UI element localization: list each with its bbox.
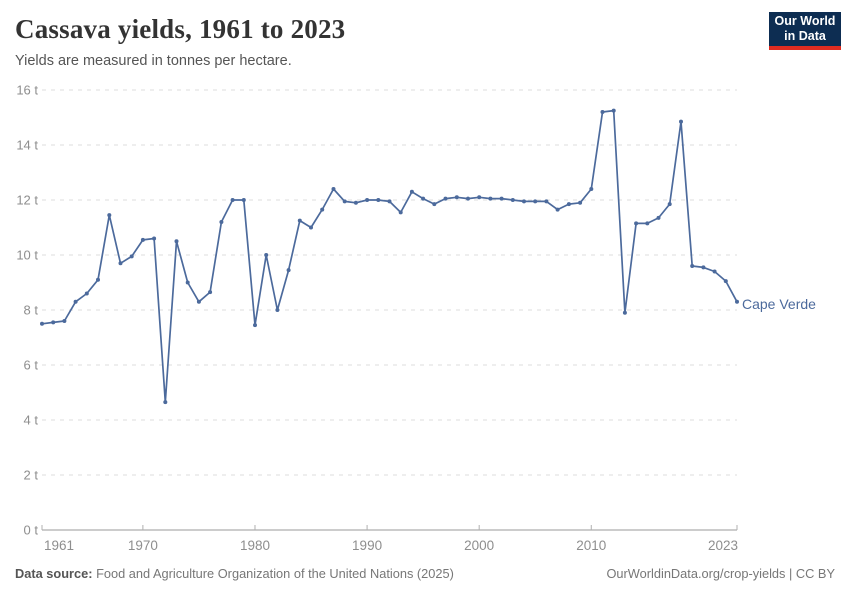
cape-verde-point-1970[interactable] — [140, 237, 145, 242]
cape-verde-point-1969[interactable] — [129, 254, 134, 259]
cape-verde-point-1991[interactable] — [376, 198, 381, 202]
cape-verde-point-1979[interactable] — [241, 198, 246, 202]
y-tick-label-10: 10 t — [16, 248, 38, 263]
cape-verde-point-1998[interactable] — [454, 195, 459, 200]
cape-verde-point-2013[interactable] — [622, 310, 627, 315]
x-tick-label-1990: 1990 — [352, 538, 382, 553]
y-tick-label-12: 12 t — [16, 193, 38, 208]
cape-verde-point-1965[interactable] — [84, 291, 89, 296]
cape-verde-point-2012[interactable] — [611, 108, 616, 113]
cape-verde-point-1967[interactable] — [107, 213, 112, 218]
y-tick-label-8: 8 t — [24, 303, 39, 318]
cape-verde-line[interactable] — [41, 109, 738, 403]
cape-verde-point-1983[interactable] — [286, 268, 291, 273]
cape-verde-point-2023[interactable] — [735, 299, 739, 304]
cape-verde-point-1986[interactable] — [320, 207, 325, 212]
cape-verde-point-1976[interactable] — [208, 290, 213, 295]
owid-url-link[interactable]: OurWorldinData.org/crop-yields | CC BY — [606, 566, 835, 581]
cape-verde-point-1972[interactable] — [163, 400, 168, 405]
cape-verde-point-2020[interactable] — [701, 265, 706, 270]
cape-verde-point-1985[interactable] — [309, 225, 313, 230]
cape-verde-point-2005[interactable] — [533, 199, 538, 204]
cape-verde-point-1995[interactable] — [421, 196, 426, 201]
y-tick-label-6: 6 t — [24, 358, 39, 373]
cape-verde-point-1980[interactable] — [253, 323, 257, 328]
cape-verde-point-1982[interactable] — [275, 308, 280, 312]
chart-footer: Data source: Food and Agriculture Organi… — [0, 566, 850, 600]
owid-logo-line1: Our World — [774, 14, 836, 28]
cape-verde-point-1971[interactable] — [152, 236, 157, 241]
cape-verde-point-1981[interactable] — [264, 253, 269, 257]
y-tick-label-4: 4 t — [24, 413, 39, 428]
cape-verde-point-2002[interactable] — [499, 196, 504, 201]
cape-verde-point-2022[interactable] — [723, 279, 728, 284]
cape-verde-point-1987[interactable] — [331, 187, 336, 191]
cape-verde-point-1994[interactable] — [409, 189, 414, 194]
cape-verde-point-2017[interactable] — [667, 202, 672, 207]
cape-verde-point-1990[interactable] — [365, 198, 370, 202]
cape-verde-point-2008[interactable] — [566, 202, 571, 207]
cape-verde-point-1964[interactable] — [73, 299, 78, 304]
cape-verde-point-1961[interactable] — [40, 321, 44, 326]
cape-verde-point-1974[interactable] — [185, 280, 190, 285]
page-title: Cassava yields, 1961 to 2023 — [15, 14, 346, 44]
y-tick-label-2: 2 t — [24, 468, 39, 483]
cape-verde-point-2021[interactable] — [712, 269, 717, 274]
x-tick-label-2010: 2010 — [576, 538, 606, 553]
cape-verde-point-2019[interactable] — [690, 264, 695, 268]
y-tick-label-0: 0 t — [24, 523, 39, 538]
cape-verde-point-1962[interactable] — [51, 320, 56, 325]
cape-verde-point-1988[interactable] — [342, 199, 347, 204]
x-tick-label-1970: 1970 — [128, 538, 158, 553]
cape-verde-point-1997[interactable] — [443, 196, 448, 201]
owid-logo[interactable]: Our World in Data — [769, 12, 841, 50]
x-tick-label-2023: 2023 — [708, 538, 738, 553]
owid-logo-line2: in Data — [784, 29, 826, 43]
cape-verde-point-2011[interactable] — [600, 110, 605, 114]
cape-verde-point-1966[interactable] — [96, 277, 100, 282]
cape-verde-point-1977[interactable] — [219, 220, 224, 224]
cape-verde-point-2014[interactable] — [634, 221, 639, 226]
data-source: Data source: Food and Agriculture Organi… — [15, 566, 454, 581]
cape-verde-point-1996[interactable] — [432, 202, 437, 207]
cape-verde-point-2016[interactable] — [656, 215, 661, 220]
cape-verde-point-2003[interactable] — [510, 198, 515, 202]
cape-verde-point-2015[interactable] — [645, 221, 650, 226]
cape-verde-point-1993[interactable] — [398, 210, 403, 215]
cape-verde-point-1999[interactable] — [466, 196, 470, 201]
cape-verde-point-2010[interactable] — [589, 187, 594, 191]
y-tick-label-16: 16 t — [16, 83, 38, 98]
cape-verde-point-2001[interactable] — [488, 196, 493, 201]
cape-verde-point-2000[interactable] — [477, 195, 482, 200]
chart-subtitle: Yields are measured in tonnes per hectar… — [15, 53, 292, 69]
cape-verde-point-1963[interactable] — [62, 319, 67, 323]
cape-verde-point-2009[interactable] — [578, 200, 583, 205]
y-tick-label-14: 14 t — [16, 138, 38, 153]
cape-verde-point-1975[interactable] — [196, 299, 201, 304]
data-source-label: Data source: — [15, 566, 93, 581]
cape-verde-point-2004[interactable] — [522, 199, 526, 204]
cape-verde-point-1978[interactable] — [230, 198, 235, 202]
cape-verde-point-1984[interactable] — [297, 218, 302, 223]
x-tick-label-2000: 2000 — [464, 538, 494, 553]
cape-verde-point-1989[interactable] — [353, 200, 358, 205]
cape-verde-point-2007[interactable] — [555, 207, 560, 212]
cape-verde-point-1968[interactable] — [118, 261, 123, 266]
series-label-cape-verde[interactable]: Cape Verde — [742, 296, 816, 312]
cape-verde-point-2018[interactable] — [679, 119, 683, 124]
x-tick-label-1980: 1980 — [240, 538, 270, 553]
cape-verde-point-1973[interactable] — [174, 239, 179, 244]
cape-verde-point-1992[interactable] — [387, 199, 392, 204]
cape-verde-point-2006[interactable] — [544, 199, 549, 204]
x-tick-label-1961: 1961 — [44, 538, 74, 553]
data-source-text: Food and Agriculture Organization of the… — [92, 566, 454, 581]
